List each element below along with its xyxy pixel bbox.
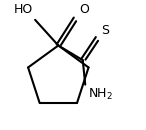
Text: O: O <box>79 3 89 16</box>
Text: S: S <box>101 24 109 37</box>
Text: HO: HO <box>13 3 33 16</box>
Text: NH$_2$: NH$_2$ <box>88 87 113 102</box>
